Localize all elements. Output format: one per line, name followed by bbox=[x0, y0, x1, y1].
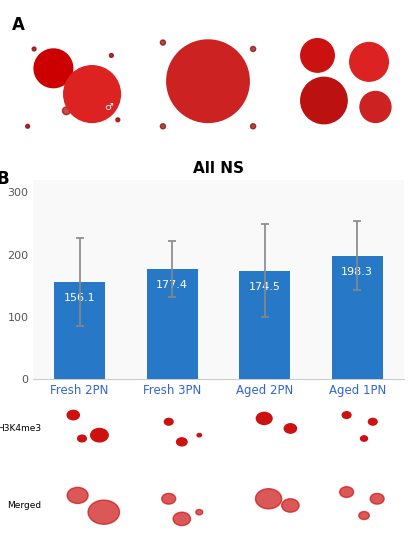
Text: A: A bbox=[12, 15, 25, 34]
Circle shape bbox=[301, 39, 334, 72]
Text: ♂: ♂ bbox=[301, 76, 308, 86]
Text: 177.4: 177.4 bbox=[156, 280, 188, 290]
Text: Merged: Merged bbox=[7, 501, 42, 510]
Text: 156.1: 156.1 bbox=[64, 293, 95, 303]
Circle shape bbox=[370, 493, 384, 504]
Bar bbox=[239, 271, 290, 380]
Circle shape bbox=[88, 500, 119, 524]
Circle shape bbox=[160, 124, 166, 129]
Circle shape bbox=[197, 433, 201, 437]
Circle shape bbox=[173, 512, 191, 526]
Circle shape bbox=[26, 124, 30, 128]
Circle shape bbox=[361, 436, 367, 441]
Text: 174.5: 174.5 bbox=[249, 282, 281, 292]
Circle shape bbox=[359, 512, 369, 520]
Circle shape bbox=[256, 412, 272, 425]
Bar bbox=[54, 282, 105, 380]
Text: ♀: ♀ bbox=[340, 76, 347, 86]
Circle shape bbox=[109, 53, 113, 57]
Circle shape bbox=[67, 487, 88, 503]
Text: H3K4me3: H3K4me3 bbox=[0, 424, 42, 433]
Circle shape bbox=[162, 493, 176, 504]
Circle shape bbox=[342, 412, 351, 419]
Circle shape bbox=[250, 124, 256, 129]
Text: ♀: ♀ bbox=[72, 47, 79, 57]
Circle shape bbox=[282, 499, 299, 512]
Text: 198.3: 198.3 bbox=[341, 267, 373, 277]
Circle shape bbox=[360, 91, 391, 123]
Circle shape bbox=[67, 410, 79, 420]
Text: ♂: ♂ bbox=[104, 102, 113, 112]
Circle shape bbox=[255, 489, 282, 509]
Circle shape bbox=[350, 42, 389, 81]
Circle shape bbox=[34, 49, 73, 87]
Circle shape bbox=[284, 424, 297, 433]
Circle shape bbox=[301, 78, 347, 124]
Circle shape bbox=[32, 47, 36, 51]
Bar bbox=[147, 269, 198, 380]
Circle shape bbox=[196, 509, 203, 515]
Bar bbox=[332, 256, 383, 379]
Text: ♂: ♂ bbox=[333, 34, 341, 43]
Circle shape bbox=[369, 419, 377, 425]
Text: B: B bbox=[0, 170, 9, 188]
Circle shape bbox=[160, 40, 166, 45]
Circle shape bbox=[164, 419, 173, 425]
Circle shape bbox=[91, 428, 108, 442]
Circle shape bbox=[64, 66, 120, 123]
Circle shape bbox=[116, 118, 120, 122]
Circle shape bbox=[62, 107, 70, 115]
Circle shape bbox=[78, 435, 87, 442]
Circle shape bbox=[167, 40, 249, 123]
Circle shape bbox=[339, 487, 354, 497]
Title: All NS: All NS bbox=[193, 161, 244, 176]
Circle shape bbox=[250, 46, 256, 52]
Circle shape bbox=[176, 438, 187, 446]
